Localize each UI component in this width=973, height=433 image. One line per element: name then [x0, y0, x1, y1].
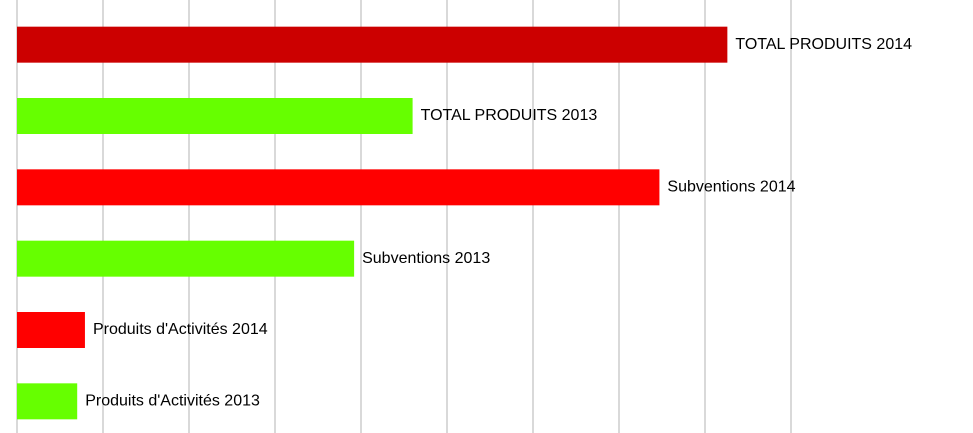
bar — [17, 169, 660, 206]
bar-label: Produits d'Activités 2013 — [85, 393, 260, 410]
bar — [17, 98, 413, 134]
bar-label: Produits d'Activités 2014 — [93, 321, 268, 338]
bar — [17, 26, 728, 63]
bar-label: TOTAL PRODUITS 2013 — [421, 107, 598, 124]
bar-label: Subventions 2014 — [667, 179, 795, 196]
bar — [17, 383, 78, 420]
bar — [17, 312, 85, 348]
bar-label: TOTAL PRODUITS 2014 — [735, 36, 912, 53]
bar — [17, 240, 355, 277]
bar-label: Subventions 2013 — [362, 250, 490, 267]
